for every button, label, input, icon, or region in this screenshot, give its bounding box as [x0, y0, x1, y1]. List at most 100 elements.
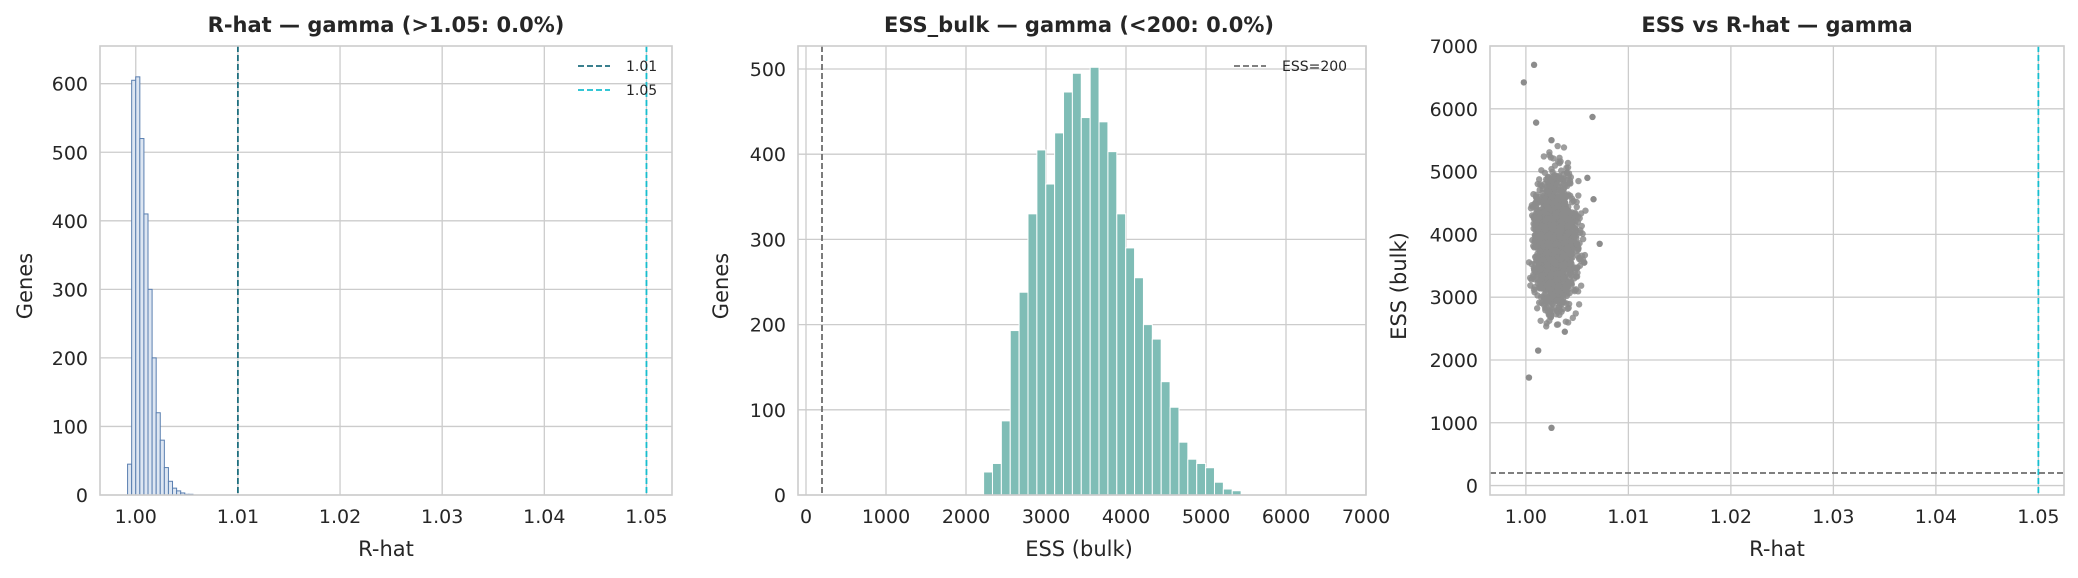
rhat-histogram-panel: 1.00 1.01 1.02 1.03 1.04 1.05 0 100 200 300 400 500…: [13, 13, 673, 561]
rhat-histogram-xlabel: R-hat: [358, 537, 414, 561]
scatter-point: [1558, 308, 1565, 315]
scatter-point: [1542, 226, 1549, 233]
histogram-bar: [1160, 381, 1171, 496]
axes-frame: [99, 45, 673, 496]
histogram-bar: [127, 463, 133, 496]
scatter-point: [1538, 272, 1546, 279]
x-tick-label: 2000: [942, 506, 990, 528]
x-tick-label: 1.02: [1710, 506, 1752, 528]
gridlines-2: [1490, 45, 2064, 495]
histogram-bar: [1222, 488, 1233, 496]
scatter-point: [1547, 256, 1554, 264]
scatter-point: [1542, 217, 1549, 224]
scatter-point: [1554, 142, 1561, 150]
scatter-point: [1552, 210, 1560, 218]
scatter-point: [1560, 180, 1568, 188]
x-tick-label: 6000: [1262, 506, 1310, 528]
scatter-point: [1565, 229, 1572, 236]
scatter-point: [1543, 199, 1551, 207]
scatter-point: [1536, 248, 1544, 255]
y-tick-label: 4000: [1430, 224, 1478, 246]
ess-vs-rhat-title: ESS vs R-hat — gamma: [1641, 13, 1912, 37]
histogram-bar: [1000, 420, 1011, 496]
ess-vs-rhat-panel: 1.00 1.01 1.02 1.03 1.04 1.05 0 1000 2000 3000 400…: [1387, 13, 2065, 561]
scatter-point: [1541, 208, 1548, 216]
ess-histogram-ylabel: Genes: [709, 253, 733, 319]
x-tick-label: 1.05: [2017, 506, 2059, 528]
scatter-point: [1558, 261, 1566, 269]
y-tick-label: 100: [52, 416, 88, 438]
scatter-point: [1550, 155, 1557, 162]
x-tick-label: 5000: [1182, 506, 1230, 528]
scatter-point: [1558, 167, 1565, 174]
x-tick-label: 1.04: [523, 506, 565, 528]
scatter-point: [1573, 203, 1580, 211]
scatter-point: [1548, 193, 1556, 200]
scatter-point: [1556, 233, 1563, 240]
scatter-point: [1543, 233, 1550, 240]
scatter-point: [1582, 207, 1589, 214]
scatter-point: [1568, 198, 1576, 206]
x-tick-label: 3000: [1022, 506, 1070, 528]
histogram-bar: [1009, 330, 1020, 496]
legend-label-1-01: 1.01: [626, 59, 657, 75]
scatter-point: [1574, 288, 1582, 295]
legend-label-ess-200: ESS=200: [1282, 59, 1347, 75]
scatter-point: [1543, 249, 1551, 256]
x-tick-label: 1.00: [115, 506, 157, 528]
histogram-bar: [151, 357, 157, 496]
histogram-bar: [1018, 291, 1029, 496]
axes-frame: [797, 45, 1367, 496]
scatter-point: [1564, 319, 1572, 326]
scatter-point: [1552, 240, 1559, 248]
scatter-point: [1579, 235, 1587, 243]
x-tick-label: 1000: [862, 506, 910, 528]
ess-histogram-xlabel: ESS (bulk): [1025, 537, 1133, 561]
scatter-point: [1596, 240, 1603, 248]
scatter-point: [1551, 247, 1558, 255]
histogram-bar: [1196, 462, 1207, 496]
scatter-point: [1546, 149, 1553, 156]
y-tick-label: 3000: [1430, 287, 1478, 309]
x-tick-label: 1.05: [625, 506, 667, 528]
y-tick-label: 5000: [1430, 162, 1478, 184]
scatter-point: [1554, 203, 1562, 210]
legend-label-1-05: 1.05: [626, 83, 657, 99]
histogram-bar: [155, 412, 161, 496]
y-tick-label: 1000: [1430, 413, 1478, 435]
histogram-bar: [1213, 481, 1224, 496]
scatter-point: [1537, 317, 1544, 324]
scatter-point: [1578, 222, 1585, 230]
scatter-point: [1546, 280, 1553, 287]
x-tick-label: 1.03: [1812, 506, 1854, 528]
scatter-point: [1577, 282, 1585, 289]
rhat-histogram-title: R-hat — gamma (>1.05: 0.0%): [208, 13, 565, 37]
scatter-point: [1537, 265, 1544, 273]
histogram-bar: [1027, 213, 1038, 496]
scatter-point: [1548, 270, 1555, 278]
plot-area-1: 0 1000 2000 3000 4000 5000 6000 7000 0 100 200 300 4…: [750, 45, 1390, 528]
scatter-point: [1554, 283, 1562, 291]
histogram-bar: [983, 471, 993, 496]
scatter-point: [1546, 183, 1554, 190]
scatter-point: [1558, 270, 1565, 277]
y-tick-label: 7000: [1430, 36, 1478, 58]
x-tick-label: 4000: [1102, 506, 1150, 528]
scatter-point: [1550, 198, 1558, 206]
scatter-point: [1563, 169, 1571, 177]
rhat-histogram-legend: 1.01 1.05: [578, 59, 657, 99]
scatter-point: [1555, 288, 1562, 295]
scatter-point: [1589, 113, 1596, 121]
x-tick-label: 1.02: [319, 506, 361, 528]
scatter-point: [1562, 239, 1569, 246]
histogram-bar: [1080, 117, 1091, 496]
y-tick-label: 200: [52, 348, 88, 370]
scatter-point: [1549, 225, 1557, 233]
x-tick-label: 1.04: [1915, 506, 1957, 528]
scatter-point: [1590, 196, 1597, 203]
scatter-point: [1540, 301, 1548, 309]
scatter-point: [1533, 305, 1541, 312]
y-tick-label: 400: [52, 211, 88, 233]
histogram-bar: [1071, 72, 1082, 496]
